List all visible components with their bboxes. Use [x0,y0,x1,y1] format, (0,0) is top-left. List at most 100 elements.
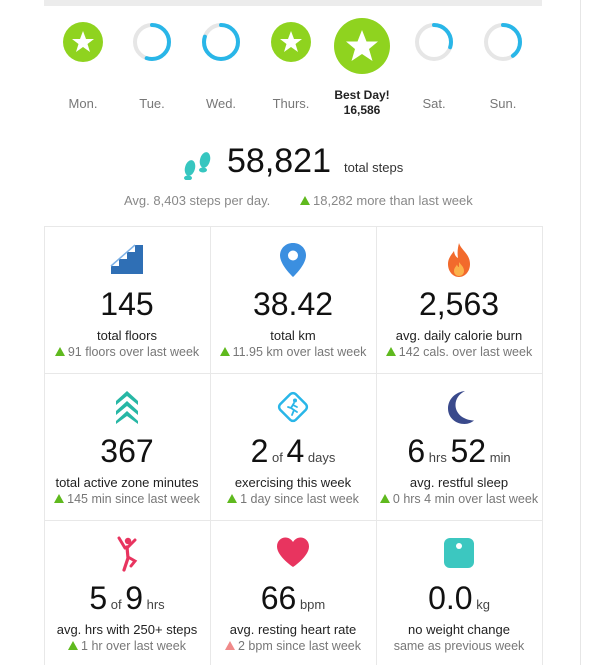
up-arrow-icon [54,494,65,503]
exercise-days-done: 2 [250,433,269,469]
total-steps-value: 58,821 [227,142,331,180]
floors-label: total floors [97,328,157,343]
sleep-compare-text: 0 hrs 4 min over last week [392,492,539,506]
floors-value: 145 [100,286,154,322]
sleep-compare: 0 hrs 4 min over last week [376,492,542,506]
day-wed[interactable]: Wed. [186,22,256,111]
hourly-compare-text: 1 hr over last week [81,639,186,653]
azm-compare: 145 min since last week [44,492,210,506]
azm-label: total active zone minutes [55,475,199,490]
heart-icon [210,536,376,572]
star-check-icon [63,22,103,62]
heart-rate-compare: 2 bpm since last week [210,639,376,653]
exercise-diamond-icon [210,389,376,425]
progress-ring-icon [415,23,453,61]
weight-number: 0.0 [428,580,473,616]
floors-compare: 91 floors over last week [44,345,210,359]
exercise-tile[interactable]: 2 of 4 days exercising this week 1 day s… [210,373,376,520]
exercise-of: of [272,450,283,465]
up-arrow-icon [54,347,65,356]
calories-label: avg. daily calorie burn [395,328,523,343]
hourly-label: avg. hrs with 250+ steps [56,622,198,637]
floors-tile[interactable]: 145 total floors 91 floors over last wee… [44,226,210,373]
weight-value: 0.0 kg [376,580,542,617]
steps-change: 18,282 more than last week [300,193,473,208]
exercise-value: 2 of 4 days [210,433,376,470]
hourly-activity-tile[interactable]: 5 of 9 hrs avg. hrs with 250+ steps 1 hr… [44,520,210,665]
up-arrow-icon [385,347,396,356]
hourly-of: of [110,597,122,612]
up-arrow-icon [219,347,230,356]
grid-divider [210,226,211,665]
day-label: Sun. [489,96,517,111]
azm-compare-text: 145 min since last week [67,492,200,506]
distance-value: 38.42 [252,286,334,322]
best-day-label: Best Day! [334,88,390,102]
total-steps-unit: total steps [344,160,404,175]
progress-ring-icon [202,23,240,61]
progress-ring-icon [484,23,522,61]
up-arrow-icon [300,196,310,205]
sleep-tile[interactable]: 6 hrs 52 min avg. restful sleep 0 hrs 4 … [376,373,542,520]
total-steps: 58,821 total steps [0,142,592,182]
sleep-hours-unit: hrs [428,450,447,465]
up-arrow-icon [379,494,390,503]
heart-rate-number: 66 [260,580,297,616]
day-sat[interactable]: Sat. [399,22,469,111]
flame-icon [376,242,542,278]
weight-tile[interactable]: 0.0 kg no weight change same as previous… [376,520,542,665]
footprints-icon [184,152,211,180]
day-sun[interactable]: Sun. [468,22,538,111]
exercise-compare: 1 day since last week [210,492,376,506]
star-check-icon [271,22,311,62]
steps-change-text: 18,282 more than last week [313,193,473,208]
stairs-icon [44,242,210,278]
grid-divider [376,226,377,665]
calories-value: 2,563 [418,286,500,322]
azm-tile[interactable]: 367 total active zone minutes 145 min si… [44,373,210,520]
calories-compare-text: 142 cals. over last week [398,345,533,359]
calories-tile[interactable]: 2,563 avg. daily calorie burn 142 cals. … [376,226,542,373]
active-zone-chevrons-icon [44,389,210,425]
distance-compare: 11.95 km over last week [210,345,376,359]
person-stretch-icon [44,536,210,572]
sleep-minutes: 52 [450,433,487,469]
sleep-label: avg. restful sleep [409,475,509,490]
sleep-minutes-unit: min [489,450,511,465]
day-label: Tue. [139,96,165,111]
moon-icon [376,389,542,425]
day-thu[interactable]: Thurs. [256,22,326,111]
day-label: Wed. [205,96,237,111]
best-day-value: 16,586 [343,103,381,117]
sleep-value: 6 hrs 52 min [376,433,542,470]
exercise-compare-text: 1 day since last week [240,492,359,506]
sleep-hours: 6 [407,433,426,469]
exercise-unit: days [307,450,336,465]
heart-rate-value: 66 bpm [210,580,376,617]
day-tue[interactable]: Tue. [117,22,187,111]
exercise-days-goal: 4 [286,433,305,469]
up-arrow-icon [227,494,238,503]
hourly-unit: hrs [146,597,165,612]
scale-icon [376,536,542,572]
day-mon[interactable]: Mon. [48,22,118,111]
heart-rate-label: avg. resting heart rate [229,622,357,637]
hourly-compare: 1 hr over last week [44,639,210,653]
day-best[interactable]: Best Day! 16,586 [327,18,397,117]
day-label: Mon. [68,96,98,111]
day-label: Thurs. [272,96,310,111]
grid-divider [542,226,543,665]
distance-tile[interactable]: 38.42 total km 11.95 km over last week [210,226,376,373]
top-divider [44,0,542,6]
weight-compare: same as previous week [393,639,525,653]
stats-grid [44,226,542,665]
weight-unit: kg [476,597,490,612]
day-label: Sat. [422,96,446,111]
hourly-hours-total: 9 [125,580,143,616]
calories-compare: 142 cals. over last week [376,345,542,359]
grid-divider [44,520,542,521]
hourly-hours-met: 5 [89,580,108,616]
heart-rate-tile[interactable]: 66 bpm avg. resting heart rate 2 bpm sin… [210,520,376,665]
distance-compare-text: 11.95 km over last week [232,345,367,359]
star-check-icon [334,18,390,74]
